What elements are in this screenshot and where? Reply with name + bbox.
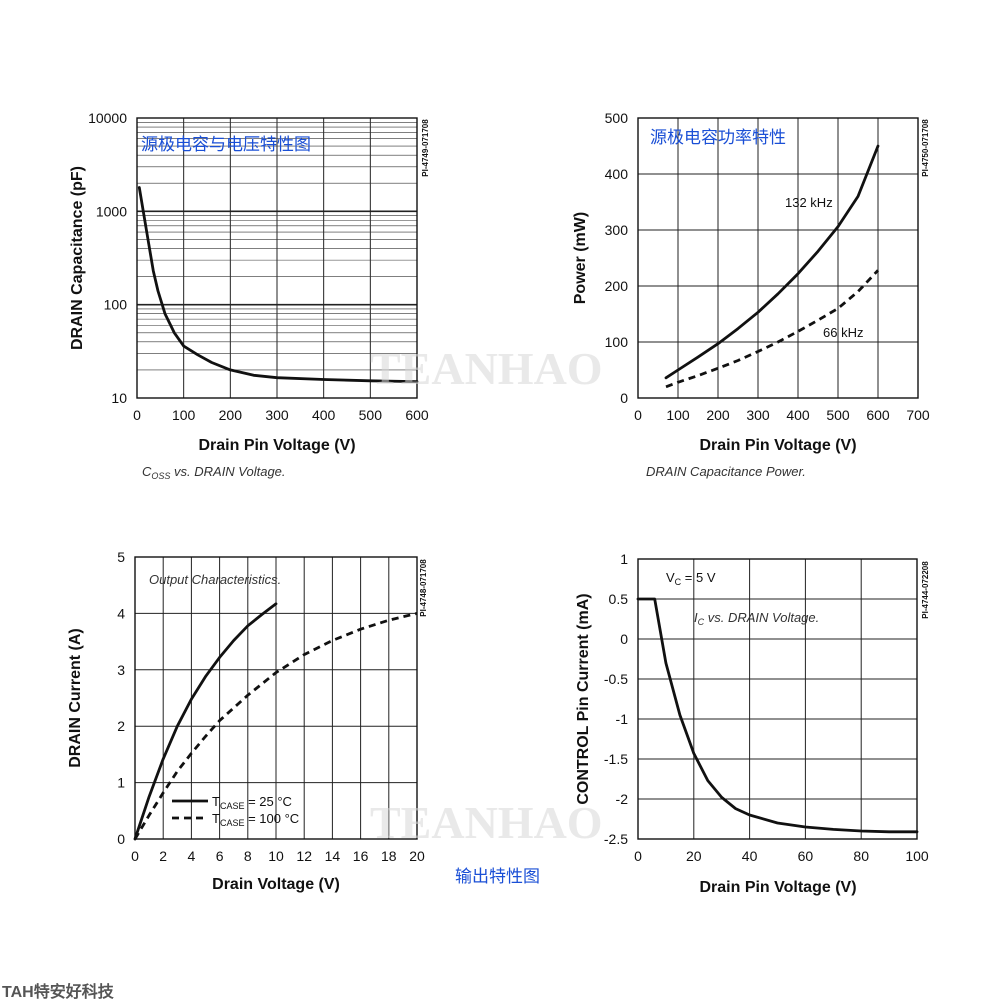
chart-caption: IC vs. DRAIN Voltage. bbox=[694, 610, 819, 627]
y-axis-label: DRAIN Current (A) bbox=[67, 628, 84, 768]
y-tick-label: 1 bbox=[117, 775, 125, 791]
y-axis-label: DRAIN Capacitance (pF) bbox=[69, 166, 86, 350]
series-line-2 bbox=[665, 269, 880, 389]
figure-code: PI-4749-071708 bbox=[421, 119, 430, 177]
vc-annotation: VC = 5 V bbox=[666, 570, 716, 587]
x-tick-label: 40 bbox=[742, 848, 758, 864]
x-axis-label: Drain Pin Voltage (V) bbox=[699, 879, 856, 896]
series-label-66khz: 66 kHz bbox=[823, 325, 863, 340]
y-tick-label: 200 bbox=[605, 278, 629, 294]
x-tick-label: 100 bbox=[666, 407, 690, 423]
y-tick-label: 0 bbox=[117, 831, 125, 847]
legend-label-25c: TCASE = 25 °C bbox=[212, 794, 292, 811]
plot-frame bbox=[637, 117, 919, 399]
x-tick-label: 10 bbox=[268, 848, 284, 864]
x-tick-label: 60 bbox=[798, 848, 814, 864]
y-tick-label: 400 bbox=[605, 166, 629, 182]
x-tick-label: 8 bbox=[244, 848, 252, 864]
footer-text: TAH特安好科技 bbox=[2, 982, 115, 1000]
x-tick-label: 14 bbox=[325, 848, 341, 864]
capacitance-power-chart: 0 100 200 300 400 500 600 700 0 100 200 300 400 500 Dr… bbox=[572, 110, 930, 479]
x-tick-label: 200 bbox=[706, 407, 730, 423]
x-tick-label: 500 bbox=[826, 407, 850, 423]
x-tick-label: 600 bbox=[405, 407, 429, 423]
x-tick-label: 0 bbox=[634, 848, 642, 864]
x-tick-label: 100 bbox=[905, 848, 929, 864]
x-tick-label: 200 bbox=[219, 407, 243, 423]
y-tick-label: 10 bbox=[111, 390, 127, 406]
x-tick-label: 400 bbox=[786, 407, 810, 423]
series-line-1 bbox=[137, 186, 419, 383]
y-tick-label: 0 bbox=[620, 390, 628, 406]
y-tick-label: 100 bbox=[104, 297, 128, 313]
x-tick-label: 0 bbox=[133, 407, 141, 423]
x-axis-label: Drain Pin Voltage (V) bbox=[198, 437, 355, 454]
y-tick-label: 1000 bbox=[96, 203, 127, 219]
bottom-caption-cn: 输出特性图 bbox=[455, 867, 540, 886]
panel-title-cn: 源极电容功率特性 bbox=[650, 128, 786, 147]
y-tick-label: -1.5 bbox=[604, 751, 628, 767]
x-tick-label: 18 bbox=[381, 848, 397, 864]
y-tick-label: 1 bbox=[620, 551, 628, 567]
x-tick-label: 0 bbox=[131, 848, 139, 864]
series-line-1 bbox=[133, 602, 278, 841]
y-tick-label: 500 bbox=[605, 110, 629, 126]
x-tick-label: 6 bbox=[216, 848, 224, 864]
capacitance-vs-voltage-chart: 0 100 200 300 400 500 600 10 100 1000 10000 Drain P… bbox=[69, 110, 430, 481]
y-tick-label: 300 bbox=[605, 222, 629, 238]
x-tick-label: 80 bbox=[853, 848, 869, 864]
x-tick-label: 700 bbox=[906, 407, 930, 423]
plot-frame bbox=[136, 117, 418, 399]
x-tick-label: 16 bbox=[353, 848, 369, 864]
figure-code: PI-4744-072208 bbox=[921, 561, 930, 619]
y-tick-label: -1 bbox=[616, 711, 629, 727]
figure-code: PI-4750-071708 bbox=[921, 119, 930, 177]
x-tick-label: 100 bbox=[172, 407, 196, 423]
x-tick-label: 300 bbox=[746, 407, 770, 423]
y-tick-label: 10000 bbox=[88, 110, 127, 126]
plot-frame bbox=[637, 558, 918, 840]
y-tick-label: 3 bbox=[117, 662, 125, 678]
x-tick-label: 500 bbox=[359, 407, 383, 423]
plot-frame bbox=[134, 556, 418, 840]
y-tick-label: 4 bbox=[117, 605, 125, 621]
y-tick-label: 5 bbox=[117, 549, 125, 565]
control-current-chart: 0 20 40 60 80 100 -2.5 -2 -1.5 -1 -0.5 0 0.5 1 Drain P… bbox=[575, 551, 930, 896]
series-line-1 bbox=[636, 597, 919, 834]
watermark-top: TEANHAO bbox=[370, 343, 603, 394]
y-tick-label: -2 bbox=[616, 791, 629, 807]
x-tick-label: 2 bbox=[159, 848, 167, 864]
x-tick-label: 0 bbox=[634, 407, 642, 423]
x-axis-label: Drain Pin Voltage (V) bbox=[699, 437, 856, 454]
y-tick-label: -0.5 bbox=[604, 671, 628, 687]
figure-code: PI-4748-071708 bbox=[419, 559, 428, 617]
x-tick-label: 400 bbox=[312, 407, 336, 423]
y-tick-label: -2.5 bbox=[604, 831, 628, 847]
chart-caption: COSS vs. DRAIN Voltage. bbox=[142, 464, 286, 481]
panel-title-cn: 源极电容与电压特性图 bbox=[141, 135, 311, 154]
x-tick-label: 300 bbox=[265, 407, 289, 423]
x-axis-label: Drain Voltage (V) bbox=[212, 876, 340, 893]
x-tick-label: 12 bbox=[296, 848, 312, 864]
x-tick-label: 20 bbox=[409, 848, 425, 864]
chart-caption: DRAIN Capacitance Power. bbox=[646, 464, 806, 479]
x-tick-label: 600 bbox=[866, 407, 890, 423]
y-tick-label: 0.5 bbox=[609, 591, 629, 607]
y-tick-label: 2 bbox=[117, 718, 125, 734]
series-label-132khz: 132 kHz bbox=[785, 195, 833, 210]
x-tick-label: 4 bbox=[188, 848, 196, 864]
y-axis-label: Power (mW) bbox=[572, 212, 589, 304]
x-tick-label: 20 bbox=[686, 848, 702, 864]
legend-label-100c: TCASE = 100 °C bbox=[212, 811, 299, 828]
chart-caption: Output Characteristics. bbox=[149, 572, 281, 587]
y-tick-label: 100 bbox=[605, 334, 629, 350]
y-axis-label: CONTROL Pin Current (mA) bbox=[575, 593, 592, 804]
series-line-1 bbox=[664, 144, 880, 380]
y-tick-label: 0 bbox=[620, 631, 628, 647]
watermark-bottom: TEANHAO bbox=[370, 797, 603, 848]
